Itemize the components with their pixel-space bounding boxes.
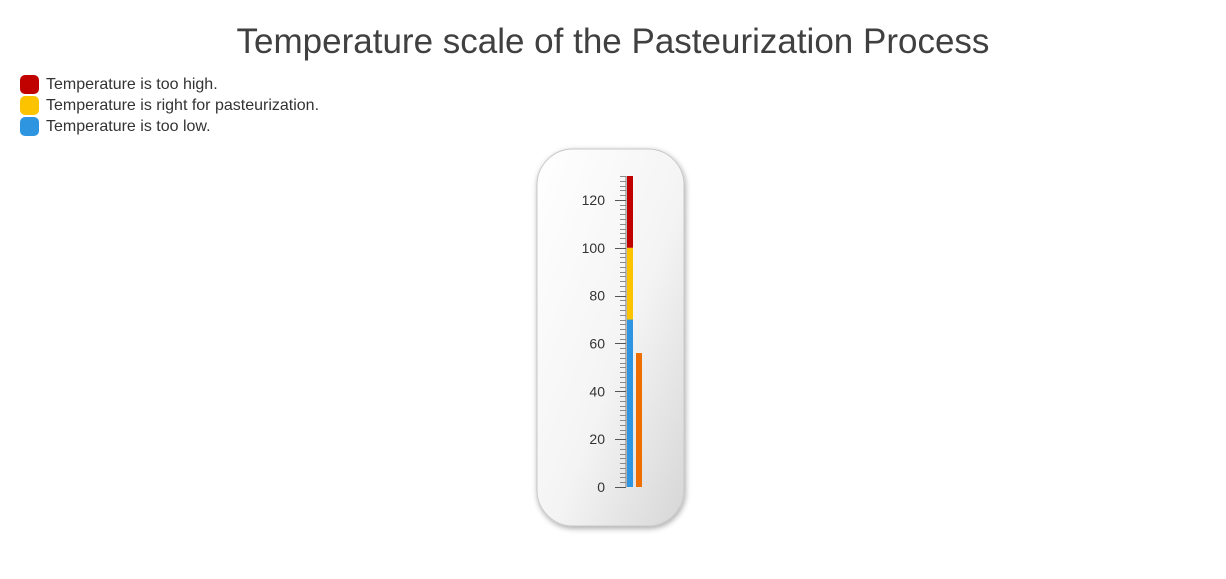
legend-label-too-high: Temperature is too high. [46,76,218,93]
gauge-panel [536,148,685,527]
legend-item-too-low[interactable]: Temperature is too low. [20,116,319,137]
gauge-tick-labels: 0 20 40 60 80 100 120 [582,192,606,495]
range-too-high [627,176,633,248]
tick-label-0: 0 [597,479,605,495]
tick-label-100: 100 [582,240,606,256]
range-right [627,247,633,320]
gauge-pointer-layer [636,353,642,487]
legend-swatch-too-high [20,75,39,94]
legend-label-right: Temperature is right for pasteurization. [46,97,320,114]
gauge-ticks [615,176,627,488]
tick-label-80: 80 [589,288,605,304]
range-too-low [627,319,633,487]
value-pointer-bar [636,353,642,487]
chart-title: Temperature scale of the Pasteurization … [236,22,990,61]
tick-label-120: 120 [582,192,606,208]
legend-swatch-too-low [20,117,39,136]
legend-swatch-right [20,96,39,115]
legend: Temperature is too high. Temperature is … [20,74,319,137]
legend-label-too-low: Temperature is too low. [46,118,211,135]
tick-label-40: 40 [589,383,605,399]
legend-item-too-high[interactable]: Temperature is too high. [20,74,319,95]
tick-label-20: 20 [589,431,605,447]
gauge-ranges [627,176,633,487]
legend-item-right[interactable]: Temperature is right for pasteurization. [20,95,319,116]
tick-label-60: 60 [589,335,605,351]
